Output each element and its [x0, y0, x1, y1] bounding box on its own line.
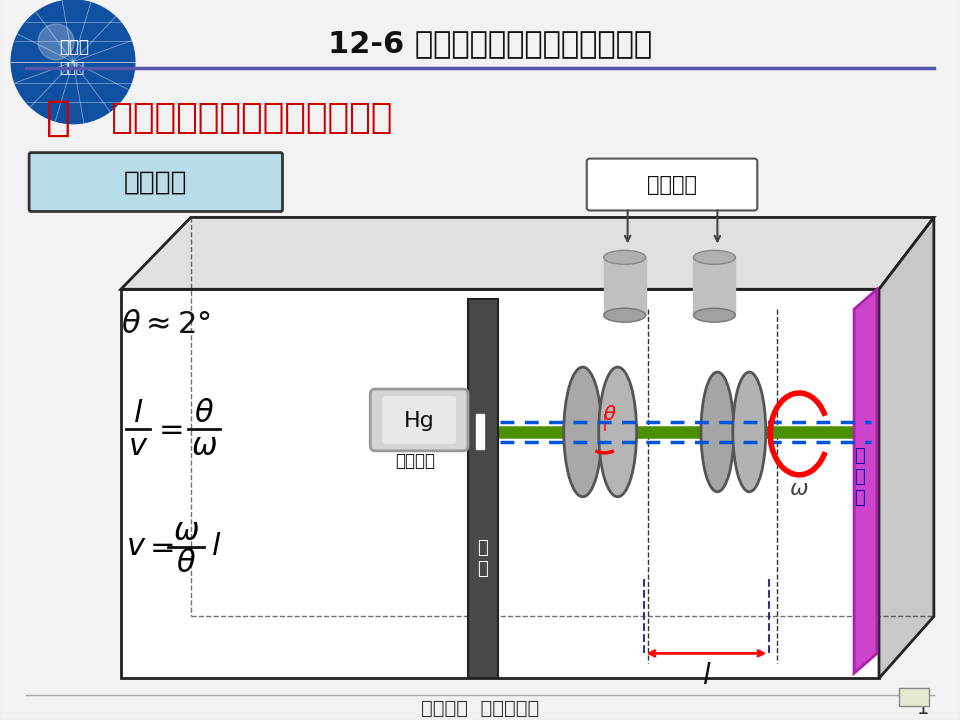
- Text: $l$: $l$: [702, 662, 711, 690]
- Ellipse shape: [701, 372, 733, 492]
- Text: 一: 一: [46, 96, 71, 139]
- Text: $\theta$: $\theta$: [603, 405, 616, 425]
- Bar: [899, 688, 929, 706]
- Ellipse shape: [693, 251, 735, 264]
- Text: 测定气体分子速率分布的实验: 测定气体分子速率分布的实验: [86, 101, 393, 135]
- Polygon shape: [121, 217, 934, 289]
- Polygon shape: [468, 300, 498, 678]
- Text: $v$: $v$: [128, 433, 148, 462]
- Text: $\theta \approx 2°$: $\theta \approx 2°$: [121, 310, 210, 338]
- FancyBboxPatch shape: [587, 158, 757, 210]
- Text: $=$: $=$: [144, 532, 174, 561]
- FancyBboxPatch shape: [382, 396, 456, 444]
- Text: $l$: $l$: [132, 400, 143, 428]
- Text: 物理学: 物理学: [60, 38, 89, 56]
- Text: 狭
缝: 狭 缝: [478, 539, 489, 578]
- Text: $\theta$: $\theta$: [194, 400, 214, 428]
- Text: $=$: $=$: [153, 415, 183, 444]
- Circle shape: [38, 24, 74, 60]
- Ellipse shape: [732, 372, 766, 492]
- Text: $\omega$: $\omega$: [191, 433, 217, 462]
- Text: 第十二章  气体动理论: 第十二章 气体动理论: [420, 698, 540, 718]
- Polygon shape: [854, 289, 877, 673]
- FancyBboxPatch shape: [29, 153, 282, 212]
- Bar: [693, 257, 735, 315]
- Text: 1: 1: [917, 698, 929, 718]
- Ellipse shape: [693, 308, 735, 322]
- Text: 第五版: 第五版: [60, 60, 84, 75]
- Text: $\theta$: $\theta$: [176, 549, 196, 578]
- Text: $\omega$: $\omega$: [789, 479, 809, 499]
- Text: $\omega$: $\omega$: [173, 517, 199, 546]
- Ellipse shape: [604, 251, 645, 264]
- Ellipse shape: [564, 367, 602, 497]
- Ellipse shape: [604, 308, 645, 322]
- Polygon shape: [879, 217, 934, 678]
- Ellipse shape: [599, 367, 636, 497]
- Text: 接抽气泵: 接抽气泵: [646, 174, 697, 194]
- Text: 实验装置: 实验装置: [124, 169, 187, 196]
- FancyBboxPatch shape: [371, 389, 468, 451]
- Text: $l$: $l$: [210, 532, 221, 561]
- Circle shape: [12, 0, 134, 124]
- Bar: [604, 257, 645, 315]
- Text: $v$: $v$: [126, 532, 146, 561]
- Text: 12-6 麦克斯韦气体分子速率分布律: 12-6 麦克斯韦气体分子速率分布律: [328, 30, 652, 58]
- Text: 金属蒸气: 金属蒸气: [396, 452, 435, 470]
- Text: Hg: Hg: [404, 411, 435, 431]
- Bar: [121, 289, 879, 678]
- Bar: [476, 414, 484, 449]
- Text: 显
示
屏: 显 示 屏: [853, 447, 864, 507]
